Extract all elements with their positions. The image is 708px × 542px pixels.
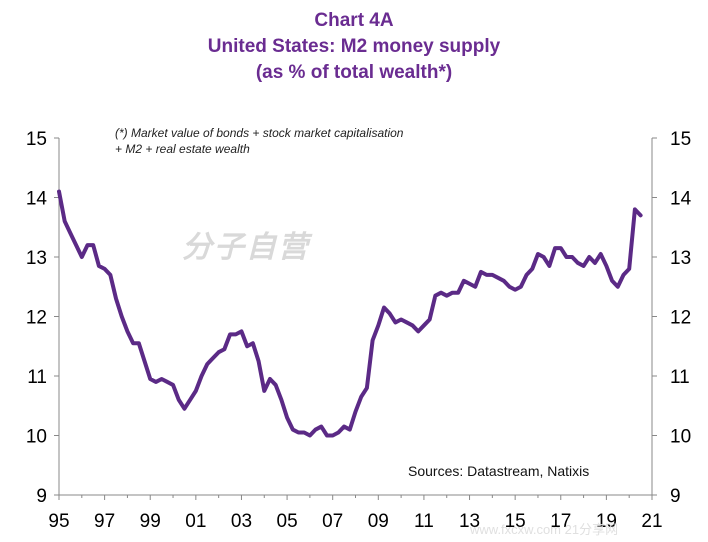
footnote-line-1: (*) Market value of bonds + stock market…: [115, 126, 404, 140]
x-tick-label: 01: [185, 511, 206, 532]
x-tick-label: 07: [322, 511, 343, 532]
footer-watermark: www.fxcxw.com 21分享网: [470, 522, 619, 537]
x-tick-label: 17: [550, 511, 571, 532]
y-tick-label-left: 11: [27, 367, 47, 388]
y-tick-label-right: 9: [670, 486, 681, 507]
x-tick-label: 15: [505, 511, 526, 532]
x-tick-label: 13: [459, 511, 480, 532]
x-tick-label: 21: [641, 511, 662, 532]
y-tick-label-left: 12: [26, 308, 47, 329]
x-tick-label: 95: [48, 511, 69, 532]
y-tick-label-left: 10: [26, 427, 47, 448]
chart-title-line-2: United States: M2 money supply: [207, 36, 501, 57]
y-tick-label-left: 15: [26, 129, 47, 150]
y-tick-label-right: 15: [670, 129, 691, 150]
series-line-0: [57, 189, 643, 438]
x-tick-label: 19: [596, 511, 617, 532]
chart-title-line-1: Chart 4A: [314, 10, 394, 31]
y-tick-label-left: 14: [26, 189, 48, 210]
source-note: Sources: Datastream, Natixis: [408, 463, 590, 479]
x-tick-label: 03: [231, 511, 252, 532]
chart-title-line-3: (as % of total wealth*): [255, 62, 453, 83]
x-tick-label: 97: [94, 511, 115, 532]
footnote-line-2: + M2 + real estate wealth: [115, 142, 250, 156]
x-tick-label: 05: [277, 511, 298, 532]
y-tick-label-left: 9: [36, 486, 47, 507]
series-layer: [57, 189, 643, 438]
y-tick-label-right: 13: [670, 248, 691, 269]
y-tick-label-right: 12: [670, 308, 691, 329]
y-tick-label-right: 14: [670, 189, 692, 210]
y-tick-label-right: 11: [670, 367, 690, 388]
x-tick-label: 99: [140, 511, 161, 532]
y-tick-label-left: 13: [26, 248, 47, 269]
x-tick-label: 11: [414, 511, 434, 532]
watermark: 分子自营: [182, 231, 310, 264]
y-tick-label-right: 10: [670, 427, 691, 448]
x-tick-label: 09: [368, 511, 389, 532]
